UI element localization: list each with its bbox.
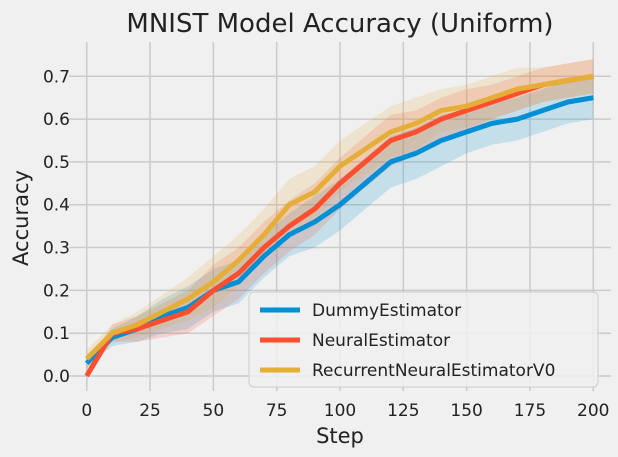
x-tick-label: 175 xyxy=(514,401,546,421)
x-tick-label: 25 xyxy=(139,401,161,421)
y-tick-label: 0.3 xyxy=(43,239,70,259)
x-tick-label: 75 xyxy=(266,401,288,421)
y-tick-label: 0.4 xyxy=(43,196,70,216)
x-tick-label: 125 xyxy=(387,401,419,421)
x-tick-label: 0 xyxy=(81,401,92,421)
band-dummyestimator xyxy=(86,76,594,368)
x-axis-label: Step xyxy=(316,424,364,448)
y-axis-ticks: 0.0 0.1 0.2 0.3 0.4 0.5 0.6 0.7 xyxy=(43,67,70,387)
y-tick-label: 0.5 xyxy=(43,153,70,173)
y-tick-label: 0.1 xyxy=(43,324,70,344)
y-tick-label: 0.7 xyxy=(43,67,70,87)
series-lines xyxy=(84,73,594,378)
x-tick-label: 50 xyxy=(203,401,225,421)
y-tick-label: 0.6 xyxy=(43,110,70,130)
x-tick-label: 100 xyxy=(324,401,356,421)
legend-frame xyxy=(248,291,599,388)
legend-label: DummyEstimator xyxy=(312,301,461,321)
chart-title: MNIST Model Accuracy (Uniform) xyxy=(126,9,553,39)
band-neuralestimator xyxy=(86,59,594,376)
legend-label: NeuralEstimator xyxy=(312,331,450,351)
y-tick-label: 0.0 xyxy=(43,367,70,387)
legend: DummyEstimator NeuralEstimator RecurrentNe… xyxy=(248,291,599,388)
x-tick-label: 200 xyxy=(577,401,609,421)
legend-label: RecurrentNeuralEstimatorV0 xyxy=(312,361,555,381)
y-tick-label: 0.2 xyxy=(43,281,70,301)
x-axis-ticks: 0 25 50 75 100 125 150 175 200 xyxy=(81,401,609,421)
x-tick-label: 150 xyxy=(450,401,482,421)
y-axis-label: Accuracy xyxy=(9,170,33,266)
